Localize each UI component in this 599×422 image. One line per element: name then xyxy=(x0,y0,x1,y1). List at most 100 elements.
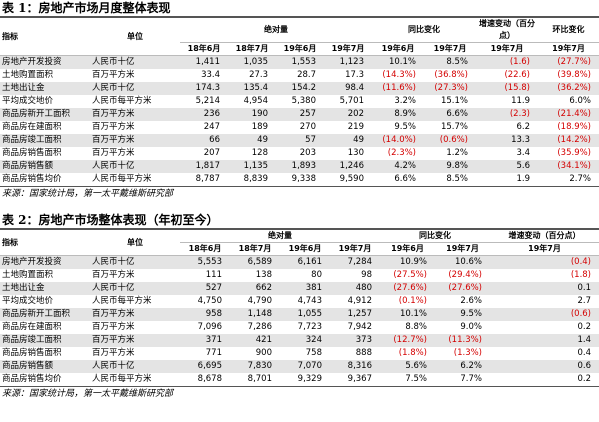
table-cell: 888 xyxy=(355,348,372,358)
table-row: 商品房销售额 人民币十亿 1,817 1,135 1,893 1,246 4.2% 9.8% 5… xyxy=(0,160,599,173)
header-cell: 增速变动（百分点） xyxy=(476,16,538,43)
table-cell: 7.5% xyxy=(380,373,435,387)
data-table: 指标 单位 绝对量 同比变化 增速变动（百分点） 环比变化 18年6月 18年7月 19年6月 1… xyxy=(0,16,599,187)
table-cell: 4,954 xyxy=(243,96,268,106)
table-cell: 1,817 xyxy=(195,161,220,171)
table-cell: 758 xyxy=(305,348,322,358)
table-cell: 33.4 xyxy=(201,70,220,80)
table-cell: (14.0%) xyxy=(382,135,416,145)
table-cell: 0.6 xyxy=(577,361,591,371)
table-cell: 0.2 xyxy=(577,322,591,332)
table-cell: 商品房新开工面积 xyxy=(2,109,71,119)
header-cell: 环比变化 xyxy=(538,16,599,43)
table-cell: 7,096 xyxy=(197,322,222,332)
table-cell: 土地出让金 xyxy=(2,83,45,93)
table-cell: 2.7% xyxy=(538,173,599,187)
table-cell: 7,830 xyxy=(247,361,272,371)
table-cell: 138 xyxy=(255,270,272,280)
table-cell: 128 xyxy=(251,148,268,158)
table-cell: 7,284 xyxy=(347,257,372,267)
table-cell: 57 xyxy=(305,135,316,145)
table-cell: 219 xyxy=(347,122,364,132)
table-cell: 商品房新开工面积 xyxy=(2,309,71,319)
table-cell: 6.6% xyxy=(372,173,424,187)
header-cell: 同比变化 xyxy=(380,228,490,243)
table-cell: 人民币十亿 xyxy=(92,83,135,93)
table-cell: 8.8% xyxy=(405,322,427,332)
table-cell: 百万平方米 xyxy=(92,335,135,345)
table-cell: (0.6) xyxy=(570,309,591,319)
table-cell: 百万平方米 xyxy=(92,348,135,358)
subheader-cell: 19年6月 xyxy=(372,42,424,56)
table-cell: 2.6% xyxy=(460,296,482,306)
table-cell: 9,338 xyxy=(276,173,324,187)
table-cell: (0.1%) xyxy=(398,296,427,306)
table-cell: (0.6%) xyxy=(439,135,468,145)
table-row: 土地购置面积 百万平方米 33.4 27.3 28.7 17.3 (14.3%) (36.8%… xyxy=(0,69,599,82)
table-cell: 商品房销售均价 xyxy=(0,373,90,387)
subheader-cell: 19年6月 xyxy=(380,242,435,256)
table-cell: 7.7% xyxy=(435,373,490,387)
table-cell: 4,790 xyxy=(247,296,272,306)
table-cell: 381 xyxy=(305,283,322,293)
subheader-cell: 18年7月 xyxy=(228,42,276,56)
table-row: 商品房销售均价 人民币每平方米 8,787 8,839 9,338 9,590 6.6% 8.… xyxy=(0,173,599,187)
header-cell: 绝对量 xyxy=(180,228,380,243)
table-cell: 9.5% xyxy=(394,122,416,132)
table-cell: 527 xyxy=(205,283,222,293)
source-note: 来源：国家统计局，第一太平戴维斯研究部 xyxy=(2,389,174,399)
subheader-cell: 19年7月 xyxy=(490,242,599,256)
table-cell: 6.0% xyxy=(569,96,591,106)
header-cell: 增速变动（百分点） xyxy=(490,228,599,243)
table-cell: 189 xyxy=(251,122,268,132)
table-cell: 8.9% xyxy=(394,109,416,119)
table-cell: 17.3 xyxy=(345,70,364,80)
table-row: 平均成交地价 人民币每平方米 5,214 4,954 5,380 5,701 3.2% 15.… xyxy=(0,95,599,108)
table-body: 房地产开发投资 人民币十亿 1,411 1,035 1,553 1,123 10.1% 8.5… xyxy=(0,55,599,187)
table-cell: 8,678 xyxy=(180,373,230,387)
table-cell: 8.5% xyxy=(446,57,468,67)
table-cell: 百万平方米 xyxy=(92,270,135,280)
table-cell: 商品房销售面积 xyxy=(2,148,62,158)
table-cell: 480 xyxy=(355,283,372,293)
table-cell: 1,257 xyxy=(347,309,372,319)
table-row: 土地购置面积 百万平方米 111 138 80 98 (27.5%) (29.4%) (1.8) xyxy=(0,269,599,282)
table-cell: 人民币每平方米 xyxy=(90,373,180,387)
table-cell: 8.5% xyxy=(424,173,476,187)
table-cell: 商品房在建面积 xyxy=(2,122,62,132)
subheader-cell: 18年7月 xyxy=(230,242,280,256)
table-cell: 257 xyxy=(299,109,316,119)
table-cell: 百万平方米 xyxy=(92,70,135,80)
subheader-cell: 19年7月 xyxy=(476,42,538,56)
table-cell: 7,723 xyxy=(297,322,322,332)
table-cell: 商品房竣工面积 xyxy=(2,135,62,145)
table-cell: 135.4 xyxy=(243,83,268,93)
table-cell: 8,316 xyxy=(347,361,372,371)
table-cell: (39.8%) xyxy=(557,70,591,80)
source-note: 来源：国家统计局，第一太平戴维斯研究部 xyxy=(2,189,174,199)
table-cell: (22.6) xyxy=(504,70,530,80)
table-title: 表 1：房地产市场月度整体表现 xyxy=(2,1,171,15)
table-cell: 1.2% xyxy=(446,148,468,158)
table-cell: (27.6%) xyxy=(448,283,482,293)
table-cell: 商品房在建面积 xyxy=(2,322,62,332)
header-cell: 指标 xyxy=(0,228,90,256)
table-cell: (0.4) xyxy=(570,257,591,267)
table-row: 商品房销售面积 百万平方米 207 128 203 130 (2.3%) 1.2% 3.4 (35… xyxy=(0,147,599,160)
table-cell: 人民币十亿 xyxy=(92,283,135,293)
table-cell: 10.1% xyxy=(388,57,416,67)
table-row: 平均成交地价 人民币每平方米 4,750 4,790 4,743 4,912 (0.1%) 2… xyxy=(0,295,599,308)
table-block: 表 2：房地产市场整体表现（年初至今） 指标 单位 绝对量 同比变化 增速变动（百分点） 1… xyxy=(0,212,599,401)
table-cell: 人民币十亿 xyxy=(92,361,135,371)
table-cell: 人民币十亿 xyxy=(92,257,135,267)
table-cell: 154.2 xyxy=(291,83,316,93)
table-cell: 49 xyxy=(257,135,268,145)
table-cell: 421 xyxy=(255,335,272,345)
table-cell: 771 xyxy=(205,348,222,358)
table-cell: 6,589 xyxy=(247,257,272,267)
table-cell: (36.8%) xyxy=(434,70,468,80)
table-cell: (12.7%) xyxy=(393,335,427,345)
table-cell: 土地出让金 xyxy=(2,283,45,293)
table-cell: 190 xyxy=(251,109,268,119)
table-cell: (27.7%) xyxy=(557,57,591,67)
